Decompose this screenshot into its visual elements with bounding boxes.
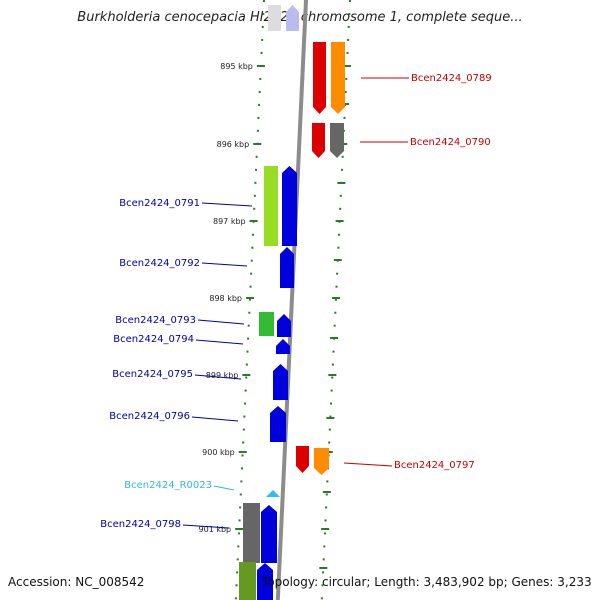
kbp-label: 896 kbp [217,140,250,149]
gene-feature-0798-partner [243,503,260,563]
gene-arrow-0798 [261,505,277,563]
gene-leader-line [197,319,245,325]
gene-feature-0791-partner [264,166,278,246]
backbone-line [275,0,308,600]
gene-label: Bcen2424_0795 [112,369,193,380]
gene-arrow-0797 [296,446,309,473]
gene-leader-line [191,416,239,422]
gene-arrow-0792 [280,247,294,288]
gene-feature-0793-partner [259,312,274,336]
accession-label: Accession: NC_008542 [8,575,145,589]
gene-leader-line [194,374,242,380]
gene-arrow-0791 [282,166,297,246]
gene-label: Bcen2424_0791 [119,198,200,209]
gene-arrow-0789 [313,42,326,114]
gene-feature [257,563,273,600]
ruler-track-inner [234,0,265,600]
gene-arrow-0790 [312,123,325,158]
gene-label: Bcen2424_0789 [411,73,492,84]
gene-label: Bcen2424_0793 [115,315,196,326]
gene-arrow-0790-partner [330,123,344,158]
gene-leader-line [201,202,253,207]
gene-leader-line [182,524,230,529]
gene-label: Bcen2424_0797 [394,460,475,471]
kbp-label: 898 kbp [209,294,242,303]
topology-label: Topology: circular; Length: 3,483,902 bp… [262,575,592,589]
gene-feature [239,562,256,600]
gene-label: Bcen2424_R0023 [124,480,212,491]
gene-feature [268,5,281,31]
gene-arrow-R0023 [266,490,280,497]
gene-label: Bcen2424_0796 [109,411,190,422]
gene-arrow-0795 [273,364,288,400]
gene-arrow-0796 [270,406,286,442]
gene-label: Bcen2424_0790 [410,137,491,148]
gene-leader-line [195,339,244,345]
gene-label: Bcen2424_0794 [113,334,194,345]
gene-arrow-0794 [276,339,290,354]
gene-label: Bcen2424_0792 [119,258,200,269]
kbp-label: 897 kbp [213,217,246,226]
kbp-label: 901 kbp [199,525,232,534]
gene-arrow-0793 [277,314,291,337]
ruler-track-outer [320,0,351,600]
gene-arrow-0797-partner [314,448,329,475]
gene-feature [286,5,299,31]
gene-leader-line [213,485,235,491]
gene-leader-line [343,462,393,467]
kbp-label: 895 kbp [220,62,253,71]
kbp-label: 900 kbp [202,448,235,457]
gene-arrow-0789-partner [331,42,345,114]
kbp-label: 899 kbp [206,371,239,380]
map-title: Burkholderia cenocepacia HI2424 chromoso… [77,10,523,25]
gene-label: Bcen2424_0798 [100,519,181,530]
gene-leader-line [201,262,248,267]
